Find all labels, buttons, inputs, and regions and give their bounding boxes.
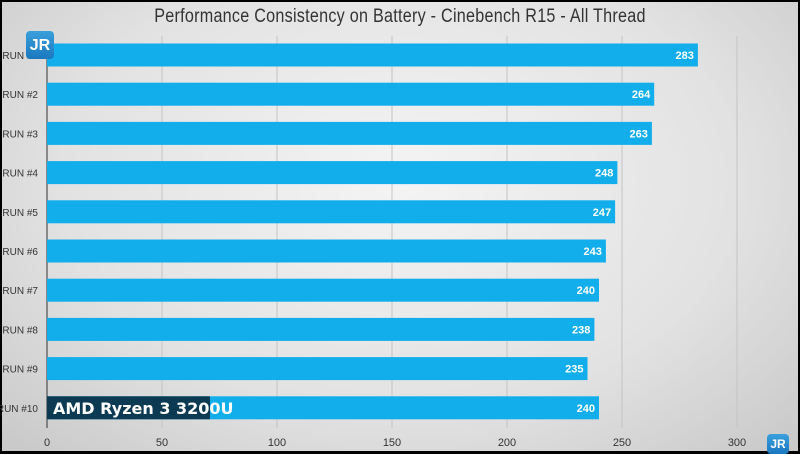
- category-label: RUN #4: [2, 169, 38, 180]
- jr-logo-corner: JR: [767, 434, 789, 454]
- category-label: RUN #2: [2, 90, 38, 101]
- category-label: RUN #10: [0, 404, 38, 415]
- bar: [47, 239, 606, 263]
- x-tick-label: 300: [728, 437, 746, 449]
- bar: [47, 121, 652, 145]
- annotation-text: AMD Ryzen 3 3200U: [53, 399, 234, 418]
- bar: [47, 161, 618, 185]
- x-tick-label: 100: [268, 437, 286, 449]
- data-label: 247: [593, 207, 611, 219]
- data-label: 235: [565, 364, 583, 376]
- bar: [47, 278, 599, 302]
- x-tick-label: 50: [156, 437, 168, 449]
- category-label: RUN #6: [2, 247, 38, 258]
- data-label: 263: [630, 128, 648, 140]
- x-tick-label: 0: [44, 437, 50, 449]
- data-label: 240: [577, 403, 595, 415]
- category-label: RUN #9: [2, 365, 38, 376]
- data-label: 238: [572, 324, 590, 336]
- bar: [47, 200, 616, 224]
- logo-text: JR: [29, 37, 51, 54]
- category-label: RUN #3: [2, 129, 38, 140]
- bar: [47, 43, 698, 67]
- logo-text: JR: [770, 437, 786, 451]
- chart-title: Performance Consistency on Battery - Cin…: [154, 6, 646, 27]
- jr-logo: JR: [26, 31, 54, 59]
- category-label: RUN #1: [2, 51, 38, 62]
- category-label: RUN #8: [2, 325, 38, 336]
- data-label: 264: [632, 89, 651, 101]
- category-label: RUN #5: [2, 208, 38, 219]
- bar: [47, 82, 655, 106]
- x-tick-label: 250: [613, 437, 631, 449]
- bar: [47, 317, 595, 341]
- bar: [47, 357, 588, 381]
- data-label: 240: [577, 285, 595, 297]
- data-label: 243: [584, 246, 602, 258]
- data-label: 248: [595, 168, 613, 180]
- x-tick-label: 150: [383, 437, 401, 449]
- annotation-box: [47, 396, 210, 420]
- x-tick-label: 200: [498, 437, 516, 449]
- category-label: RUN #7: [2, 286, 38, 297]
- data-label: 283: [676, 50, 694, 62]
